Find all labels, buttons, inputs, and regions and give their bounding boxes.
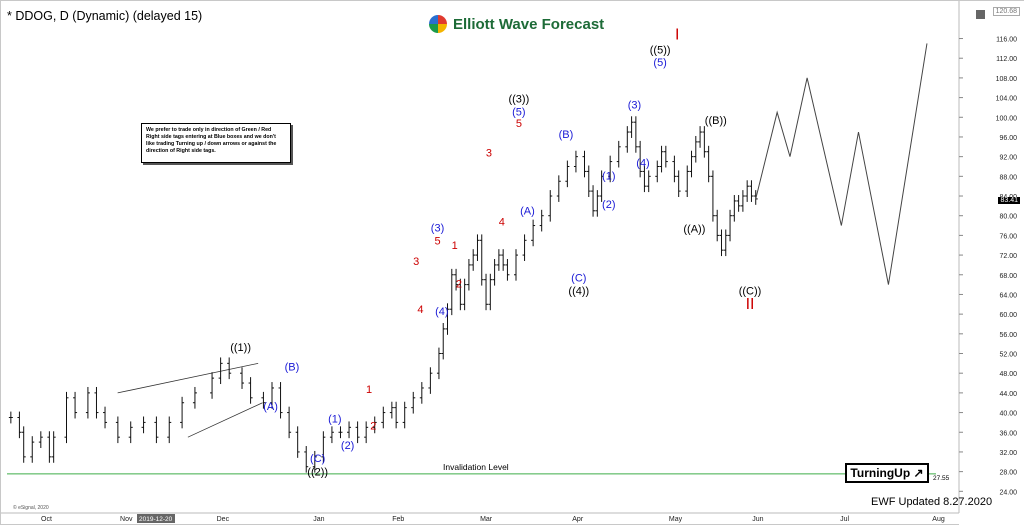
wave-label: ((C))	[739, 285, 762, 297]
y-tick-label: 96.00	[999, 135, 1017, 142]
x-tick-label: Oct	[41, 516, 52, 523]
elliott-wave-logo: Elliott Wave Forecast	[429, 15, 604, 33]
y-tick-label: 56.00	[999, 332, 1017, 339]
wave-label: (3)	[628, 99, 641, 111]
invalidation-label: Invalidation Level	[443, 462, 509, 472]
wave-label: ((5))	[650, 44, 671, 56]
wave-label: (3)	[431, 222, 444, 234]
wave-label: 2	[456, 279, 462, 291]
price-axis-panel	[959, 1, 1024, 526]
wave-label: I	[675, 27, 679, 44]
trading-note: We prefer to trade only in direction of …	[141, 123, 291, 163]
date-badge-label: 2019-12-20	[139, 516, 173, 523]
y-tick-label: 32.00	[999, 450, 1017, 457]
y-tick-label: 100.00	[996, 115, 1018, 122]
wave-label: ((2))	[307, 467, 328, 479]
y-tick-label: 88.00	[999, 174, 1017, 181]
y-tick-label: 112.00	[996, 56, 1017, 63]
date-badge	[137, 514, 175, 523]
copyright-label: © eSignal, 2020	[13, 504, 49, 511]
y-tick-label: 28.00	[999, 470, 1017, 477]
wave-label: 5	[434, 235, 440, 247]
y-tick-label: 64.00	[999, 292, 1017, 299]
last-price-tag: 83.41	[998, 197, 1020, 204]
x-tick-label: Feb	[392, 516, 404, 523]
wave-label: (C)	[310, 453, 325, 465]
wave-label: (1)	[602, 170, 615, 182]
y-tick-label: 104.00	[996, 96, 1018, 103]
wave-label: (1)	[328, 413, 341, 425]
y-tick-label: 68.00	[999, 273, 1017, 280]
y-tick-label: 24.00	[999, 489, 1017, 496]
y-tick-label: 92.00	[999, 155, 1017, 162]
x-tick-label: Mar	[480, 516, 493, 523]
wave-label: (4)	[636, 157, 649, 169]
wave-label: (B)	[559, 129, 574, 141]
y-tick-label: 116.00	[996, 37, 1017, 44]
turning-up-badge: TurningUp ↗	[845, 463, 929, 483]
wave-label: (A)	[520, 206, 535, 218]
x-tick-label: Apr	[572, 516, 584, 523]
wave-label: ((4))	[568, 285, 589, 297]
wave-label: ((B))	[705, 115, 727, 127]
wave-label: 1	[452, 240, 458, 252]
y-tick-label: 44.00	[999, 391, 1017, 398]
x-tick-label: Nov	[120, 516, 133, 523]
x-tick-label: Dec	[217, 516, 230, 523]
x-tick-label: Jan	[313, 516, 324, 523]
y-tick-label: 48.00	[999, 371, 1017, 378]
wave-label: II	[746, 296, 755, 313]
wave-label: (2)	[341, 440, 354, 452]
wave-label: 4	[417, 304, 423, 316]
wave-label: (4)	[435, 306, 448, 318]
y-tick-label: 72.00	[999, 253, 1017, 260]
wave-label: 3	[486, 148, 492, 160]
top-price-tag: 120.68	[992, 7, 1020, 16]
wave-label: 2	[370, 420, 376, 432]
trendline-lower	[187, 402, 263, 438]
updated-stamp: EWF Updated 8.27.2020	[871, 496, 993, 508]
wave-label: (B)	[285, 362, 300, 374]
wave-label: 4	[499, 217, 505, 229]
y-tick-label: 40.00	[999, 411, 1017, 418]
chart-settings-icon[interactable]	[976, 10, 985, 19]
y-tick-label: 108.00	[996, 76, 1018, 83]
wave-label: (A)	[263, 401, 278, 413]
wave-label: 1	[366, 384, 372, 396]
wave-label: (5)	[653, 57, 666, 69]
y-tick-label: 36.00	[999, 430, 1017, 437]
wave-label: 3	[413, 256, 419, 268]
logo-icon	[429, 15, 447, 33]
invalidation-value: 27.55	[933, 475, 950, 482]
chart-title: * DDOG, D (Dynamic) (delayed 15)	[7, 9, 203, 23]
y-tick-label: 80.00	[999, 214, 1017, 221]
logo-text: Elliott Wave Forecast	[453, 15, 605, 33]
wave-label: (C)	[571, 273, 586, 285]
y-tick-label: 76.00	[999, 233, 1017, 240]
x-tick-label: Aug	[932, 516, 945, 523]
wave-label: ((A))	[683, 223, 705, 235]
wave-label: ((3))	[508, 94, 529, 106]
forecast-path	[755, 43, 928, 285]
y-tick-label: 60.00	[999, 312, 1017, 319]
x-tick-label: Jul	[840, 516, 849, 523]
wave-label: (5)	[512, 106, 525, 118]
wave-label: 5	[516, 118, 522, 130]
wave-label: ((1))	[230, 342, 251, 354]
trendline-upper	[117, 362, 259, 394]
x-tick-label: May	[669, 516, 683, 523]
y-tick-label: 52.00	[999, 352, 1017, 359]
x-tick-label: Jun	[752, 516, 763, 523]
wave-label: (2)	[602, 199, 615, 211]
